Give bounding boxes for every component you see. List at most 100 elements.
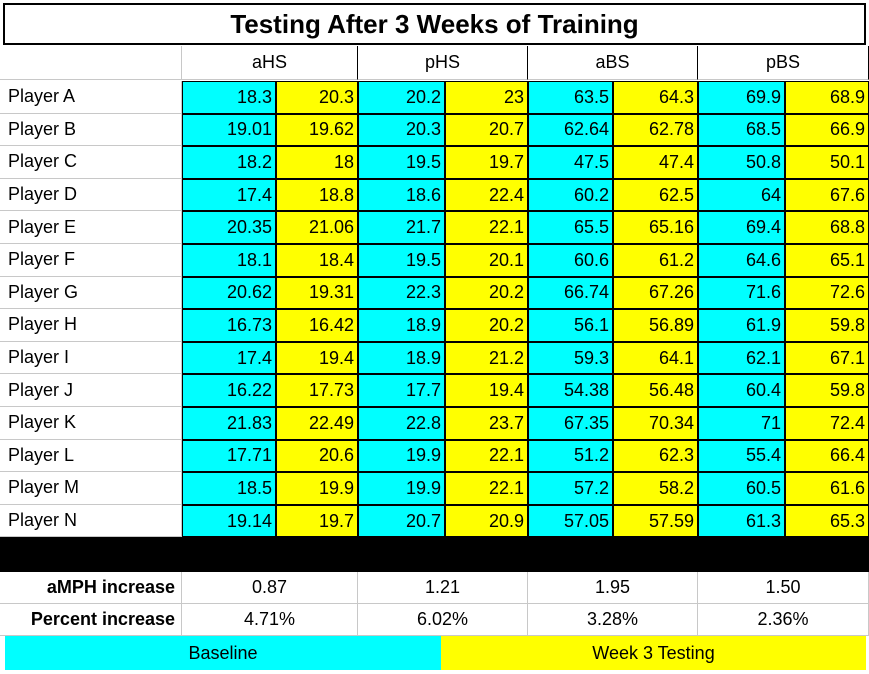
value-cell: 71.6: [698, 276, 785, 310]
value-cell: 17.7: [358, 374, 445, 407]
value-cell: 17.71: [182, 439, 276, 473]
value-cell: 65.1: [785, 244, 869, 277]
value-cell: 19.01: [182, 113, 276, 147]
value-cell: 22.3: [358, 276, 445, 310]
value-cell: 57.2: [528, 472, 613, 505]
value-cell: 67.1: [785, 341, 869, 375]
value-cell: 23: [445, 81, 528, 114]
row-label: Player B: [0, 113, 182, 147]
column-header: pHS: [358, 46, 528, 80]
value-cell: 16.73: [182, 309, 276, 342]
value-cell: 20.1: [445, 244, 528, 277]
value-cell: 64.3: [613, 81, 698, 114]
summary-value: 1.21: [358, 572, 528, 605]
value-cell: 59.8: [785, 374, 869, 407]
legend-baseline: Baseline: [5, 636, 441, 671]
row-label: Player E: [0, 211, 182, 244]
value-cell: 18.4: [276, 244, 358, 277]
summary-label: aMPH increase: [0, 572, 182, 605]
value-cell: 20.3: [358, 113, 445, 147]
value-cell: 65.5: [528, 211, 613, 244]
value-cell: 60.5: [698, 472, 785, 505]
row-label: Player F: [0, 244, 182, 277]
row-label: Player J: [0, 374, 182, 407]
legend-week3: Week 3 Testing: [441, 636, 866, 671]
value-cell: 68.8: [785, 211, 869, 244]
value-cell: 47.4: [613, 146, 698, 179]
row-label: Player M: [0, 472, 182, 505]
value-cell: 60.4: [698, 374, 785, 407]
value-cell: 57.05: [528, 504, 613, 538]
value-cell: 62.5: [613, 178, 698, 212]
column-header: pBS: [698, 46, 869, 80]
summary-value: 0.87: [182, 572, 358, 605]
value-cell: 19.7: [445, 146, 528, 179]
value-cell: 67.26: [613, 276, 698, 310]
row-label: Player D: [0, 178, 182, 212]
value-cell: 21.06: [276, 211, 358, 244]
title: Testing After 3 Weeks of Training: [3, 3, 866, 45]
value-cell: 19.9: [358, 472, 445, 505]
column-header: aHS: [182, 46, 358, 80]
row-label: Player L: [0, 439, 182, 473]
value-cell: 20.2: [358, 81, 445, 114]
value-cell: 16.22: [182, 374, 276, 407]
summary-label: Percent increase: [0, 604, 182, 637]
value-cell: 62.78: [613, 113, 698, 147]
value-cell: 22.1: [445, 472, 528, 505]
row-label: Player C: [0, 146, 182, 179]
summary-value: 1.50: [698, 572, 869, 605]
value-cell: 69.4: [698, 211, 785, 244]
value-cell: 22.1: [445, 439, 528, 473]
row-label: Player A: [0, 81, 182, 114]
summary-value: 4.71%: [182, 604, 358, 637]
value-cell: 22.4: [445, 178, 528, 212]
value-cell: 69.9: [698, 81, 785, 114]
value-cell: 18.3: [182, 81, 276, 114]
value-cell: 72.6: [785, 276, 869, 310]
value-cell: 18.5: [182, 472, 276, 505]
value-cell: 20.7: [445, 113, 528, 147]
value-cell: 59.8: [785, 309, 869, 342]
value-cell: 55.4: [698, 439, 785, 473]
value-cell: 22.8: [358, 407, 445, 440]
value-cell: 19.9: [276, 472, 358, 505]
summary-value: 1.95: [528, 572, 698, 605]
value-cell: 68.5: [698, 113, 785, 147]
value-cell: 19.5: [358, 146, 445, 179]
value-cell: 21.83: [182, 407, 276, 440]
value-cell: 19.4: [445, 374, 528, 407]
value-cell: 19.62: [276, 113, 358, 147]
value-cell: 65.3: [785, 504, 869, 538]
value-cell: 21.7: [358, 211, 445, 244]
value-cell: 17.73: [276, 374, 358, 407]
separator-band: [0, 537, 869, 573]
value-cell: 47.5: [528, 146, 613, 179]
value-cell: 19.4: [276, 341, 358, 375]
value-cell: 51.2: [528, 439, 613, 473]
value-cell: 18.8: [276, 178, 358, 212]
value-cell: 59.3: [528, 341, 613, 375]
value-cell: 68.9: [785, 81, 869, 114]
value-cell: 20.3: [276, 81, 358, 114]
value-cell: 61.3: [698, 504, 785, 538]
row-label: Player I: [0, 341, 182, 375]
value-cell: 18.1: [182, 244, 276, 277]
value-cell: 22.1: [445, 211, 528, 244]
value-cell: 54.38: [528, 374, 613, 407]
value-cell: 58.2: [613, 472, 698, 505]
value-cell: 18.9: [358, 341, 445, 375]
value-cell: 20.7: [358, 504, 445, 538]
column-header: aBS: [528, 46, 698, 80]
row-label: Player H: [0, 309, 182, 342]
value-cell: 56.1: [528, 309, 613, 342]
value-cell: 19.5: [358, 244, 445, 277]
value-cell: 19.9: [358, 439, 445, 473]
row-label: Player K: [0, 407, 182, 440]
value-cell: 56.89: [613, 309, 698, 342]
value-cell: 21.2: [445, 341, 528, 375]
value-cell: 67.6: [785, 178, 869, 212]
value-cell: 22.49: [276, 407, 358, 440]
value-cell: 19.14: [182, 504, 276, 538]
